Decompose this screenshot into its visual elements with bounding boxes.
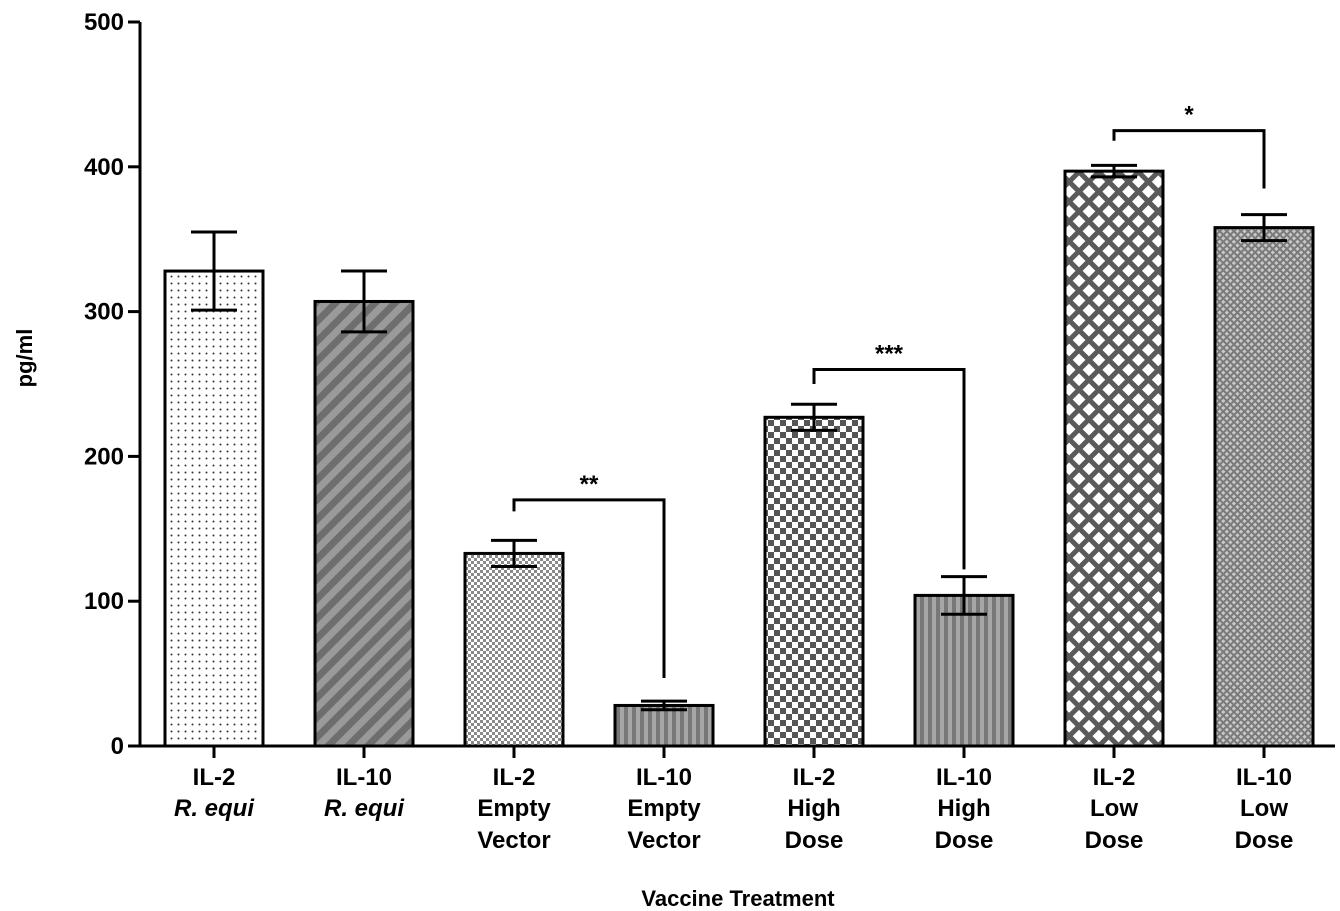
y-tick-label: 300 xyxy=(84,299,124,326)
x-tick-label: IL-10 xyxy=(336,764,392,791)
x-tick-label: High xyxy=(787,795,840,822)
significance-label: *** xyxy=(875,341,904,368)
x-tick-label: IL-2 xyxy=(193,764,236,791)
y-tick-label: 400 xyxy=(84,154,124,181)
x-tick-label: IL-2 xyxy=(793,764,836,791)
error-bar xyxy=(491,538,537,568)
error-bar xyxy=(341,269,387,334)
y-tick-label: 500 xyxy=(84,9,124,36)
x-tick-labels: IL-2 R. equi IL-10 R. equi IL-2 Empty Vector IL… xyxy=(174,764,1293,854)
x-tick-label: R. equi xyxy=(324,795,405,822)
x-tick-label: Low xyxy=(1240,795,1288,822)
y-tick-label: 0 xyxy=(111,733,124,760)
x-tick-label: Vector xyxy=(477,827,550,854)
x-tick-label: High xyxy=(937,795,990,822)
x-tick-label: IL-2 xyxy=(493,764,536,791)
bar xyxy=(763,415,865,748)
x-tick-label: Dose xyxy=(1235,827,1294,854)
x-tick-label: IL-10 xyxy=(936,764,992,791)
y-tick-label: 200 xyxy=(84,443,124,470)
error-bar xyxy=(641,699,687,712)
x-tick-label: R. equi xyxy=(174,795,255,822)
significance-label: * xyxy=(1184,102,1194,129)
bars xyxy=(163,169,1315,748)
y-tick-label: 100 xyxy=(84,588,124,615)
significance-bracket xyxy=(812,368,966,570)
x-tick-label: Dose xyxy=(935,827,994,854)
bar xyxy=(1063,169,1165,748)
bar xyxy=(163,269,265,748)
y-axis-title: pg/ml xyxy=(12,329,37,388)
x-tick-label: IL-10 xyxy=(1236,764,1292,791)
significance-bracket xyxy=(1112,129,1266,189)
significance-label: ** xyxy=(580,471,599,498)
bar xyxy=(463,551,565,748)
bar xyxy=(613,703,715,748)
error-bar xyxy=(1241,213,1287,243)
bar xyxy=(1213,226,1315,748)
significance-bracket xyxy=(512,498,666,678)
x-tick-label: Empty xyxy=(477,795,551,822)
significance-brackets: ****** xyxy=(512,102,1266,678)
x-tick-label: IL-2 xyxy=(1093,764,1136,791)
bar xyxy=(313,299,415,748)
error-bars xyxy=(191,163,1287,712)
error-bar xyxy=(1091,163,1137,179)
error-bar xyxy=(191,230,237,312)
x-tick-label: Dose xyxy=(1085,827,1144,854)
x-tick-label: Low xyxy=(1090,795,1138,822)
bar xyxy=(913,593,1015,748)
x-tick-label: Vector xyxy=(627,827,700,854)
x-axis-title: Vaccine Treatment xyxy=(641,886,835,911)
error-bar xyxy=(941,575,987,616)
error-bar xyxy=(791,402,837,432)
x-tick-label: Dose xyxy=(785,827,844,854)
x-tick-label: IL-10 xyxy=(636,764,692,791)
x-tick-label: Empty xyxy=(627,795,701,822)
